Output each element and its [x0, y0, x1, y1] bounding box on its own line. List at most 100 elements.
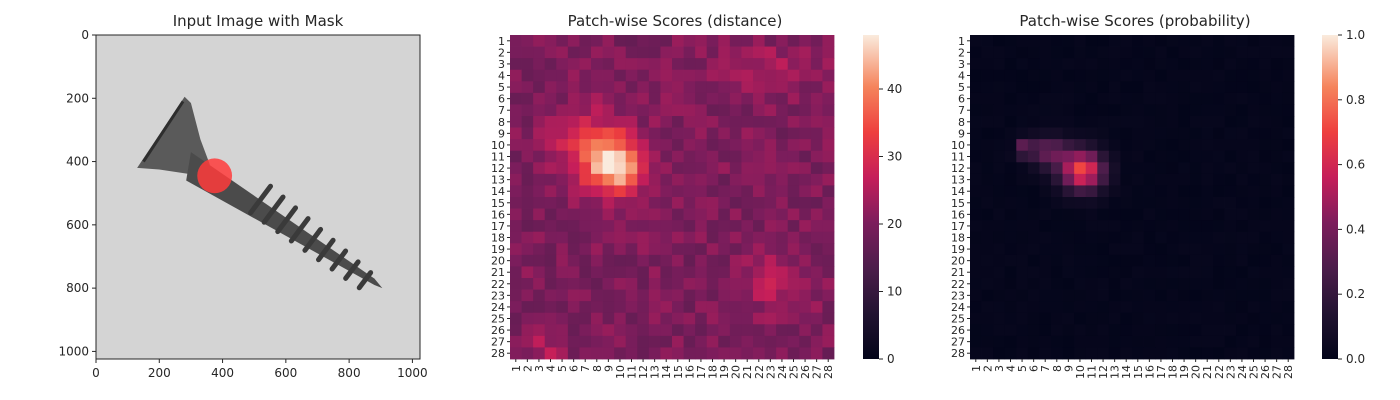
heatmap-cell: [993, 81, 1006, 94]
heatmap-cell: [544, 46, 557, 59]
heatmap-cell: [521, 58, 534, 71]
heatmap-cell: [567, 208, 580, 221]
heatmap-cell: [637, 173, 650, 186]
heatmap-cell: [1051, 92, 1063, 105]
heatmap-cell: [1224, 81, 1237, 94]
heatmap-cell: [660, 185, 673, 198]
heatmap-cell: [1166, 347, 1179, 360]
heatmap-cell: [1108, 173, 1121, 186]
heatmap-cell: [1143, 335, 1156, 348]
heatmap-cell: [660, 139, 673, 152]
x-tick-label: 25: [1248, 365, 1261, 379]
heatmap-cell: [787, 116, 800, 128]
heatmap-cell: [1178, 81, 1191, 94]
heatmap-cell: [1085, 35, 1098, 47]
heatmap-cell: [822, 289, 835, 302]
heatmap-cell: [1201, 301, 1214, 314]
heatmap-cell: [1236, 324, 1249, 337]
heatmap-cell: [637, 266, 650, 279]
heatmap-cell: [660, 266, 673, 279]
heatmap-cell: [695, 127, 708, 140]
heatmap-cell: [741, 46, 754, 59]
heatmap-cell: [981, 254, 994, 267]
heatmap-cell: [993, 324, 1006, 337]
heatmap-cell: [591, 35, 603, 47]
heatmap-cell: [602, 301, 615, 314]
heatmap-cell: [1236, 208, 1249, 221]
heatmap-cell: [741, 81, 754, 94]
heatmap-cell: [718, 46, 731, 59]
heatmap-cell: [637, 301, 650, 314]
heatmap-cell: [1247, 69, 1260, 82]
heatmap-cell: [822, 35, 835, 47]
heatmap-cell: [1270, 69, 1283, 82]
heatmap-cell: [637, 197, 650, 209]
y-tick-label: 27: [491, 336, 505, 349]
heatmap-cell: [753, 347, 765, 360]
heatmap-cell: [544, 324, 557, 337]
heatmap-cell: [981, 35, 994, 47]
heatmap-cell: [614, 81, 627, 94]
heatmap-cell: [1224, 116, 1237, 128]
heatmap-cell: [753, 104, 765, 117]
heatmap-cell: [1247, 116, 1260, 128]
heatmap-cell: [625, 173, 638, 186]
heatmap-cell: [660, 289, 673, 302]
heatmap-cell: [1062, 69, 1075, 82]
heatmap-cell: [799, 69, 812, 82]
heatmap-cell: [1039, 266, 1052, 279]
heatmap-cell: [1259, 347, 1272, 360]
heatmap-cell: [567, 127, 580, 140]
heatmap-cell: [1189, 266, 1202, 279]
y-tick-label: 200: [66, 91, 89, 105]
heatmap-cell: [1201, 35, 1214, 47]
heatmap-cell: [521, 301, 534, 314]
y-tick-label: 9: [498, 127, 505, 140]
heatmap-cell: [1051, 69, 1063, 82]
heatmap-cell: [776, 35, 789, 47]
heatmap-cell: [741, 254, 754, 267]
heatmap-cell: [1108, 289, 1121, 302]
heatmap-cell: [810, 127, 823, 140]
y-tick-label: 0: [81, 28, 89, 42]
heatmap-cell: [787, 208, 800, 221]
heatmap-cell: [1259, 301, 1272, 314]
y-tick-label: 13: [951, 174, 965, 187]
heatmap-cell: [799, 104, 812, 117]
heatmap-cell: [1039, 173, 1052, 186]
heatmap-cell: [579, 58, 592, 71]
heatmap-cell: [1039, 289, 1052, 302]
heatmap-cell: [1108, 139, 1121, 152]
heatmap-cell: [718, 150, 731, 163]
heatmap-cell: [1155, 173, 1168, 186]
heatmap-cell: [1270, 324, 1283, 337]
heatmap-cell: [1108, 254, 1121, 267]
heatmap-cell: [993, 173, 1006, 186]
heatmap-cell: [1143, 104, 1156, 117]
heatmap-cell: [1282, 35, 1295, 47]
heatmap-cell: [695, 116, 708, 128]
heatmap-cell: [510, 185, 522, 198]
heatmap-cell: [729, 289, 742, 302]
heatmap-cell: [776, 347, 789, 360]
heatmap-cell: [1027, 35, 1040, 47]
heatmap-cell: [625, 92, 638, 105]
heatmap-cell: [1236, 35, 1249, 47]
heatmap-cell: [602, 35, 615, 47]
heatmap-cell: [776, 231, 789, 244]
heatmap-cell: [544, 173, 557, 186]
heatmap-cell: [706, 208, 719, 221]
x-tick-label: 1000: [397, 366, 428, 380]
heatmap-cell: [556, 139, 569, 152]
heatmap-cell: [799, 324, 812, 337]
heatmap-cell: [625, 46, 638, 59]
heatmap-cell: [1213, 173, 1225, 186]
heatmap-cell: [1247, 150, 1260, 163]
y-tick-label: 28: [491, 347, 505, 360]
image-background: [96, 35, 420, 359]
x-tick-label: 7: [1039, 365, 1052, 372]
heatmap-cell: [602, 116, 615, 128]
heatmap-cell: [753, 278, 765, 290]
heatmap-cell: [1270, 185, 1283, 198]
heatmap-cell: [591, 173, 603, 186]
